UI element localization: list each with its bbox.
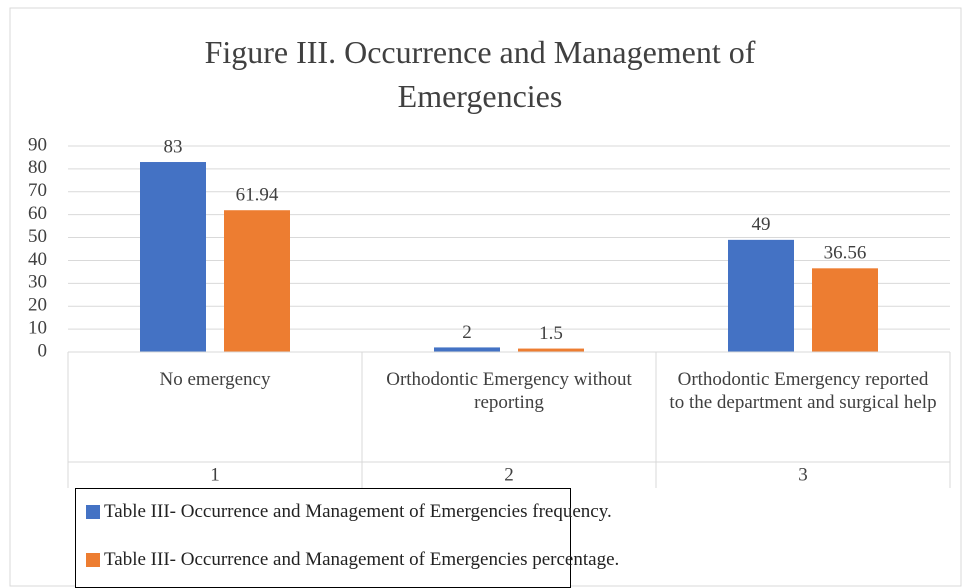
legend: Table III- Occurrence and Management of … [75, 488, 619, 588]
chart-title: Figure III. Occurrence and Management of… [204, 34, 756, 114]
legend-label: Table III- Occurrence and Management of … [104, 501, 612, 522]
y-tick-label: 90 [28, 134, 47, 155]
x-group-label: 2 [504, 464, 514, 485]
bar [434, 347, 500, 352]
x-tick-label: Orthodontic Emergency reported to the de… [669, 369, 937, 413]
legend-label: Table III- Occurrence and Management of … [104, 549, 620, 570]
y-tick-label: 80 [28, 157, 47, 178]
y-tick-label: 0 [38, 340, 48, 361]
data-label: 2 [462, 322, 472, 343]
bar [224, 210, 290, 352]
y-tick-label: 10 [28, 317, 47, 338]
legend-item: Table III- Occurrence and Management of … [86, 501, 612, 523]
legend-swatch [86, 505, 100, 519]
data-label: 61.94 [236, 185, 279, 206]
legend-item: Table III- Occurrence and Management of … [86, 549, 619, 571]
bar [812, 268, 878, 352]
x-tick-label: No emergency [159, 369, 271, 390]
bar [140, 162, 206, 352]
bar [728, 239, 794, 352]
y-tick-label: 60 [28, 203, 47, 224]
y-tick-label: 20 [28, 295, 47, 316]
y-tick-label: 50 [28, 226, 47, 247]
y-tick-label: 30 [28, 272, 47, 293]
y-tick-label: 70 [28, 180, 47, 201]
x-group-label: 3 [798, 464, 808, 485]
data-label: 36.56 [824, 243, 867, 264]
legend-swatch [86, 553, 100, 567]
y-tick-label: 40 [28, 249, 47, 270]
data-label: 83 [164, 136, 183, 157]
data-label: 49 [752, 214, 771, 235]
data-label: 1.5 [539, 323, 563, 344]
x-group-label: 1 [210, 464, 220, 485]
x-tick-label: Orthodontic Emergency without reporting [386, 369, 632, 413]
bar [518, 348, 584, 352]
